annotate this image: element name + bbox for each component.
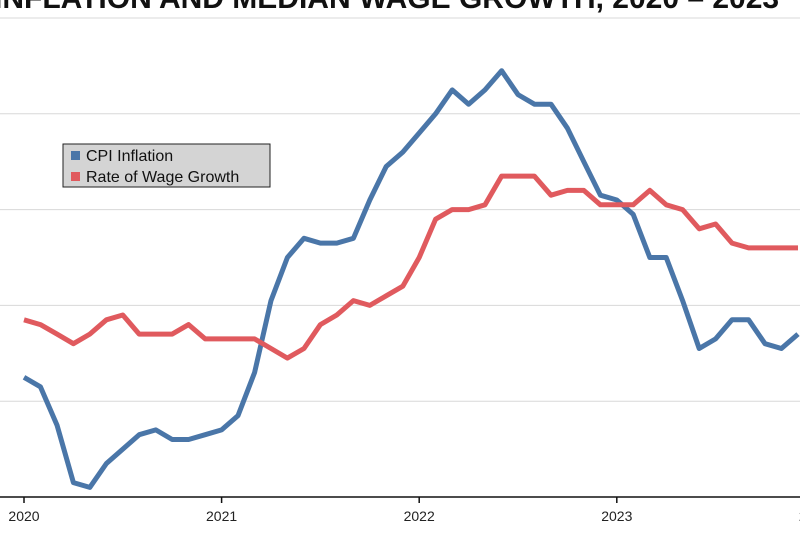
x-tick-label: 2020 (8, 508, 39, 524)
x-tick-label: 2021 (206, 508, 237, 524)
legend-swatch-wage (71, 172, 80, 181)
legend-swatch-cpi (71, 151, 80, 160)
x-tick-label: 2023 (601, 508, 632, 524)
legend-label-wage: Rate of Wage Growth (86, 169, 239, 186)
series-lines (22, 68, 800, 490)
x-tick-label: 2024 (799, 508, 800, 524)
series-line-wage-growth (23, 173, 798, 361)
x-tick-label: 2022 (404, 508, 435, 524)
x-ticks: 2020 2021 2022 2023 2024 (8, 497, 800, 524)
chart-title: INFLATION AND MEDIAN WAGE GROWTH, 2020 –… (0, 0, 779, 16)
legend-box (62, 143, 271, 188)
series-line-cpi-inflation (22, 68, 800, 490)
legend-label-cpi: CPI Inflation (86, 148, 173, 165)
legend: CPI Inflation Rate of Wage Growth (62, 143, 271, 188)
gridlines (0, 17, 800, 402)
